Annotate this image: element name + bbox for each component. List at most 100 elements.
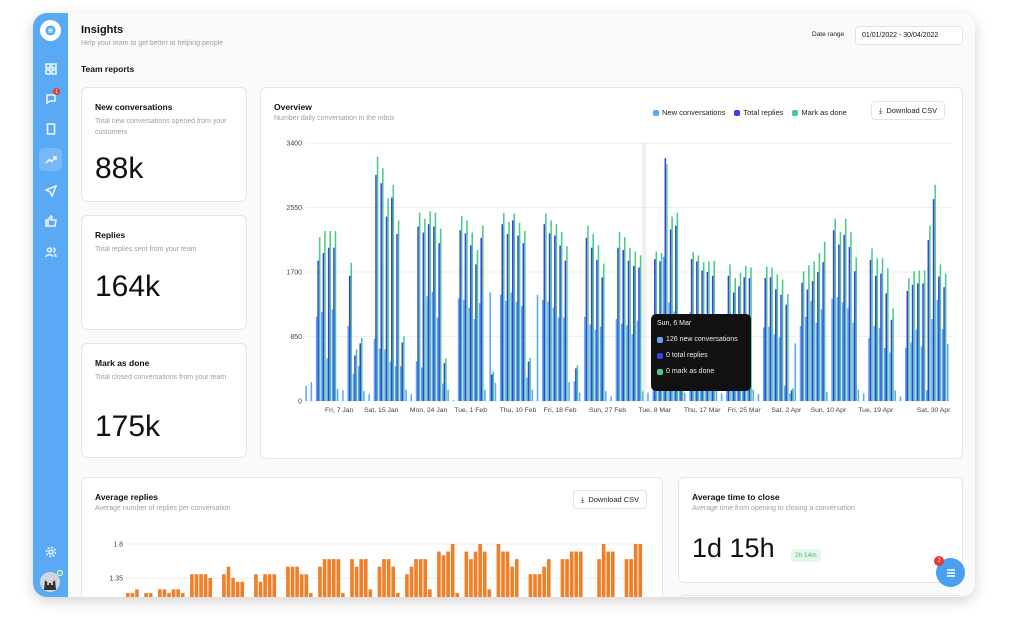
bar-mark-as-done — [634, 251, 637, 401]
bar-total-replies — [938, 276, 940, 401]
bar-average-replies — [455, 593, 460, 597]
bar-new-conversations — [789, 393, 791, 401]
bar-new-conversations — [373, 338, 376, 401]
bar-average-replies — [418, 559, 423, 597]
bar-new-conversations — [915, 329, 918, 401]
bar-new-conversations — [457, 298, 460, 401]
chat-icon[interactable]: 1 — [39, 87, 62, 110]
bar-new-conversations — [947, 344, 949, 401]
chart-tooltip: Sun, 6 Mar 126 new conversations 0 total… — [651, 314, 751, 391]
bar-total-replies — [506, 234, 509, 401]
bar-new-conversations — [762, 327, 765, 401]
grid-icon[interactable] — [39, 57, 62, 80]
bar-total-replies — [590, 247, 593, 401]
bar-mark-as-done — [766, 266, 768, 401]
trending-icon[interactable] — [39, 148, 62, 171]
avatar[interactable] — [40, 572, 60, 592]
bar-average-replies — [235, 581, 240, 597]
users-icon[interactable] — [39, 240, 62, 263]
bar-total-replies — [890, 319, 893, 401]
bar-total-replies — [522, 243, 525, 401]
bar-mark-as-done — [834, 218, 836, 401]
legend-new-conversations[interactable]: New conversations — [653, 108, 725, 117]
x-tick-label: Tue, 1 Feb — [454, 407, 487, 414]
overview-download-csv-button[interactable]: ⤓ Download CSV — [871, 101, 946, 120]
overview-subtitle: Number daily conversation in the inbox — [274, 115, 395, 122]
bar-mark-as-done — [513, 213, 516, 401]
bar-mark-as-done — [382, 168, 384, 401]
bar-total-replies — [517, 235, 519, 401]
bar-total-replies — [469, 245, 472, 401]
bar-total-replies — [459, 230, 461, 401]
bar-mark-as-done — [934, 184, 936, 401]
bar-average-replies — [496, 544, 501, 597]
bar-total-replies — [575, 368, 577, 401]
bar-average-replies — [318, 566, 322, 597]
bar-average-replies — [395, 593, 400, 597]
bar-average-replies — [331, 559, 336, 597]
bar-total-replies — [559, 245, 561, 401]
bar-mark-as-done — [587, 225, 589, 401]
bar-mark-as-done — [566, 246, 568, 401]
legend-total-replies[interactable]: Total replies — [734, 108, 783, 117]
bar-new-conversations — [389, 361, 392, 401]
gear-icon[interactable] — [39, 540, 62, 563]
bar-average-replies — [510, 566, 514, 597]
page-subtitle: Help your team to get better at helping … — [81, 40, 224, 47]
bar-average-replies — [194, 574, 199, 597]
bar-new-conversations — [578, 392, 581, 401]
bar-average-replies — [487, 589, 492, 597]
logo-chat-icon[interactable] — [40, 20, 61, 41]
next-card — [678, 595, 963, 597]
sidebar: 1 — [33, 13, 68, 597]
bar-total-replies — [932, 199, 935, 401]
bar-total-replies — [817, 272, 819, 401]
bar-average-replies — [542, 566, 547, 597]
chat-launcher-badge: 2 — [934, 556, 944, 566]
bar-new-conversations — [678, 386, 681, 401]
bar-new-conversations — [594, 329, 597, 401]
bar-mark-as-done — [471, 232, 474, 401]
date-range-input[interactable]: 01/01/2022 - 30/04/2022 — [855, 26, 963, 45]
bar-total-replies — [790, 390, 793, 401]
y-tick-label: 1.8 — [113, 542, 123, 549]
bar-mark-as-done — [666, 164, 668, 401]
overview-chart: 0 850 1700 2550 3400 Fri, 7 Jan Sat, 15 Jan Mon… — [286, 141, 952, 414]
bar-total-replies — [638, 267, 640, 401]
download-icon: ⤓ — [581, 494, 585, 504]
bar-total-replies — [527, 361, 530, 401]
bar-mark-as-done — [787, 294, 789, 401]
bar-new-conversations — [442, 383, 444, 401]
bar-total-replies — [617, 247, 619, 401]
bar-total-replies — [354, 355, 356, 401]
bar-average-replies — [167, 593, 171, 597]
avg-replies-download-csv-button[interactable]: ⤓ Download CSV — [573, 490, 648, 509]
kpi-value: 88k — [95, 152, 144, 185]
bar-mark-as-done — [503, 212, 505, 401]
bar-new-conversations — [636, 320, 639, 401]
bar-total-replies — [853, 271, 856, 401]
bar-mark-as-done — [671, 216, 673, 401]
bar-mark-as-done — [460, 215, 463, 401]
bar-average-replies — [258, 581, 263, 597]
bar-mark-as-done — [855, 257, 857, 401]
send-icon[interactable] — [39, 179, 62, 202]
bar-average-replies — [135, 589, 139, 597]
bar-mark-as-done — [908, 278, 910, 401]
bar-mark-as-done — [329, 231, 331, 401]
bar-total-replies — [874, 275, 877, 401]
thumbs-up-icon[interactable] — [39, 209, 62, 232]
legend-mark-as-done[interactable]: Mark as done — [792, 108, 847, 117]
y-tick-label: 850 — [290, 334, 302, 341]
x-tick-label: Sat, 15 Jan — [364, 407, 399, 414]
bar-total-replies — [322, 253, 325, 401]
bar-mark-as-done — [529, 357, 531, 401]
bar-average-replies — [190, 574, 194, 597]
bar-new-conversations — [720, 393, 723, 401]
bar-total-replies — [464, 233, 467, 401]
bar-new-conversations — [357, 366, 360, 401]
bar-new-conversations — [542, 300, 544, 401]
bar-average-replies — [565, 559, 569, 597]
bar-mark-as-done — [555, 224, 558, 401]
book-icon[interactable] — [39, 117, 62, 140]
